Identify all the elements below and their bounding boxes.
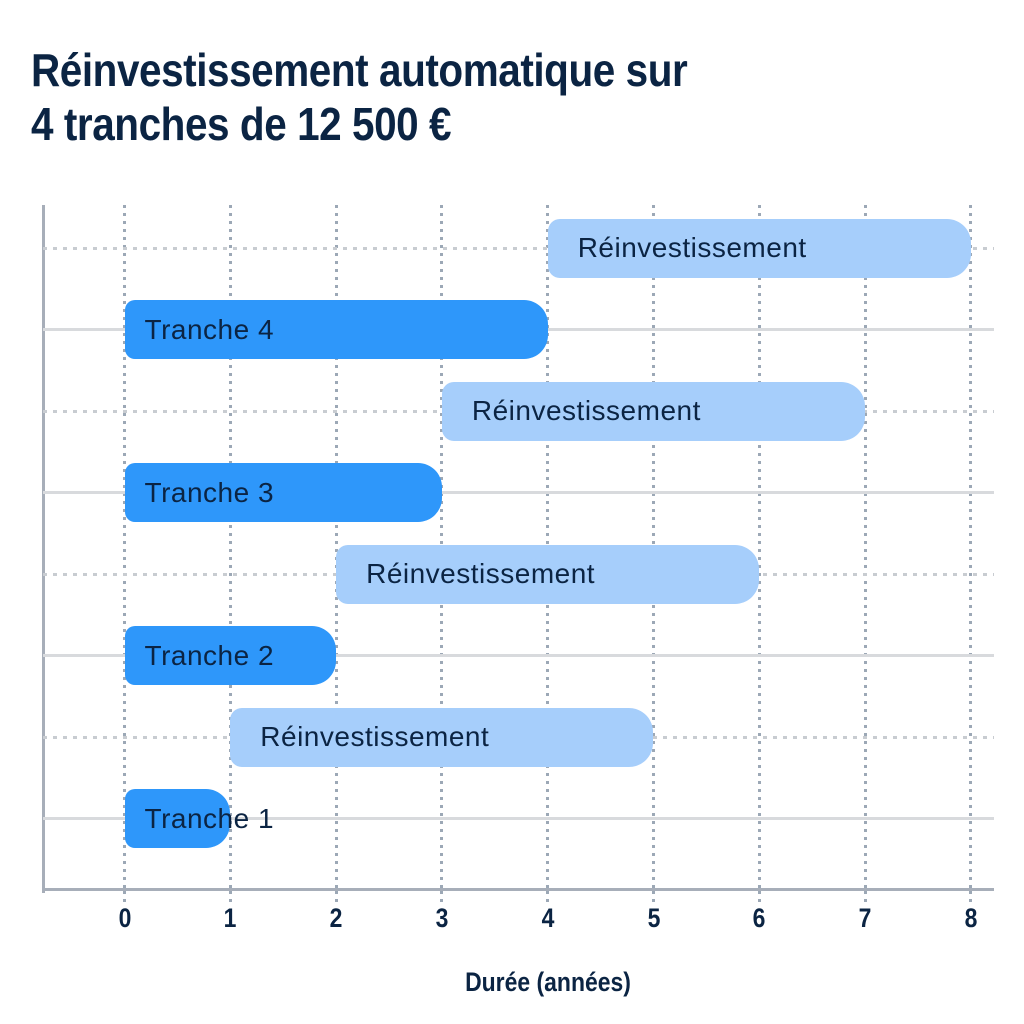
bar-label: Réinvestissement <box>260 721 490 752</box>
gridline-horizontal <box>43 246 994 250</box>
x-tick-label: 4 <box>541 903 555 933</box>
chart-title-line2: 4 tranches de 12 500 € <box>31 97 452 150</box>
bar-label: Réinvestissement <box>366 558 596 589</box>
x-tick-mark <box>546 891 550 905</box>
x-tick-mark <box>123 891 126 905</box>
x-tick-mark <box>334 891 338 905</box>
x-tick-label: 5 <box>647 903 660 933</box>
gridline-vertical <box>123 205 126 888</box>
x-tick-mark <box>228 891 232 905</box>
bar-label: Réinvestissement <box>577 232 807 263</box>
tranche-bar: Tranche 3 <box>124 463 442 522</box>
chart-title-line1: Réinvestissement automatique sur <box>31 44 688 96</box>
gridline-horizontal <box>43 491 994 494</box>
x-axis-title: Durée (années) <box>465 967 631 997</box>
x-tick-label: 2 <box>329 903 343 933</box>
gridline-vertical <box>757 205 761 888</box>
gridline-horizontal <box>43 654 994 657</box>
tranche-bar: Tranche 2 <box>124 626 337 685</box>
x-tick-mark <box>440 891 444 905</box>
chart-title: Réinvestissement automatique sur 4 tranc… <box>31 44 688 152</box>
gridline-vertical <box>863 205 867 888</box>
gridline-horizontal <box>43 817 994 820</box>
x-tick-mark <box>969 891 973 905</box>
x-tick-label: 1 <box>223 903 237 933</box>
x-axis-line <box>42 888 994 891</box>
bar-label: Réinvestissement <box>471 395 701 426</box>
bar-label: Tranche 3 <box>144 476 275 508</box>
bar-label: Tranche 4 <box>144 313 275 345</box>
x-tick-label: 8 <box>964 903 978 933</box>
x-tick-label: 3 <box>435 903 449 933</box>
bar-label: Tranche 2 <box>144 639 275 671</box>
tranche-bar: Tranche 4 <box>124 300 548 359</box>
x-tick-label: 7 <box>858 903 872 933</box>
tranche-bar: Tranche 1 <box>124 789 274 848</box>
x-tick-label: 0 <box>118 903 131 933</box>
reinvestissement-bar: Réinvestissement <box>336 544 760 604</box>
gridline-vertical <box>334 205 338 888</box>
reinvestissement-bar: Réinvestissement <box>230 707 654 767</box>
reinvestissement-bar: Réinvestissement <box>547 218 971 278</box>
x-tick-mark <box>652 891 655 905</box>
x-tick-mark <box>863 891 867 905</box>
x-tick-label: 6 <box>752 903 766 933</box>
x-tick-mark <box>757 891 761 905</box>
y-axis-line <box>42 205 45 893</box>
bar-label: Tranche 1 <box>144 802 275 834</box>
reinvestissement-bar: Réinvestissement <box>441 381 866 441</box>
gridline-vertical <box>969 205 973 888</box>
gridline-vertical <box>228 205 232 888</box>
